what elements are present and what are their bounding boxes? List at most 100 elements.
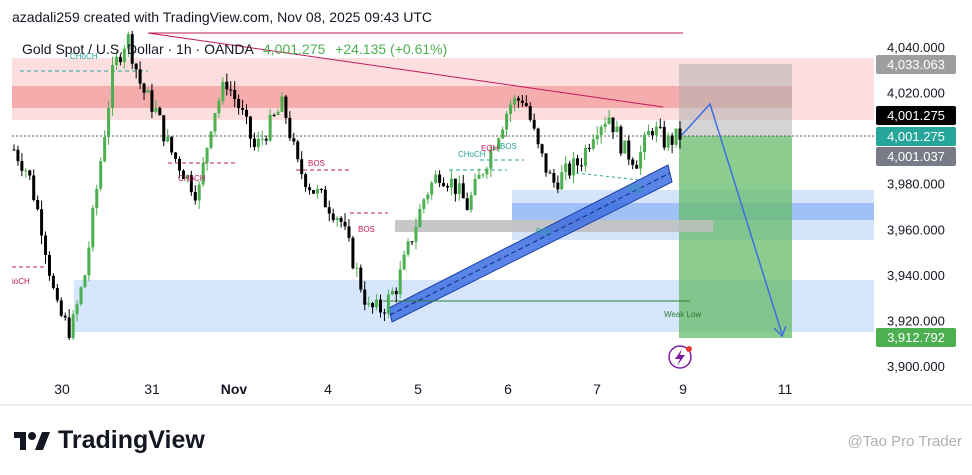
target-box xyxy=(679,136,792,338)
candle-bear xyxy=(347,226,351,238)
annotation-bos-2: BOS xyxy=(358,225,375,234)
candle-bull xyxy=(583,147,587,167)
watermark: @Tao Pro Trader xyxy=(847,433,962,450)
channel-midline xyxy=(389,172,671,316)
candle-bear xyxy=(327,207,331,214)
candle-bear xyxy=(528,106,532,120)
y-tick-label: 3,920.000 xyxy=(887,313,945,328)
supply-zone-core xyxy=(12,86,792,108)
candle-bull xyxy=(146,90,150,93)
candle-bull xyxy=(402,254,406,270)
candle-bear xyxy=(438,174,442,183)
x-tick-label: 30 xyxy=(54,381,70,397)
candle-bear xyxy=(178,158,182,171)
candle-bear xyxy=(63,315,67,318)
brand-name: TradingView xyxy=(58,426,205,454)
candle-bull xyxy=(335,217,339,221)
candle-bull xyxy=(674,128,678,145)
candle-bull xyxy=(280,96,284,112)
candle-bull xyxy=(24,170,28,172)
candle-bear xyxy=(47,254,51,276)
candle-bull xyxy=(367,303,371,305)
candle-bear xyxy=(520,100,524,103)
candle-bull xyxy=(595,135,599,140)
lightning-icon[interactable] xyxy=(668,345,692,369)
x-axis[interactable]: 30 31 Nov 4 5 6 7 9 11 xyxy=(54,381,792,397)
candle-bear xyxy=(576,158,580,166)
candle-bull xyxy=(95,188,99,208)
candle-bear xyxy=(670,135,674,145)
candle-bear xyxy=(16,149,20,162)
annotation-choch-left: ioCH xyxy=(12,277,30,286)
x-tick-label: 7 xyxy=(593,381,601,397)
candle-bear xyxy=(55,288,59,301)
candle-bear xyxy=(40,209,44,236)
symbol-legend[interactable]: Gold Spot / U.S. Dollar · 1h · OANDA 4,0… xyxy=(22,41,447,57)
candle-bear xyxy=(28,170,32,176)
x-tick-label: Nov xyxy=(221,381,248,397)
candle-bear xyxy=(579,165,583,167)
candle-bear xyxy=(544,153,548,173)
x-tick-label: 5 xyxy=(414,381,422,397)
candle-bear xyxy=(237,99,241,109)
candle-bear xyxy=(158,107,162,116)
y-tick-label: 3,940.000 xyxy=(887,268,945,283)
candle-bear xyxy=(627,140,631,160)
candle-bear xyxy=(174,152,178,159)
candle-bear xyxy=(193,192,197,201)
candle-bear xyxy=(189,175,193,193)
candle-bull xyxy=(497,138,501,149)
candle-bear xyxy=(635,164,639,169)
ascending-channel xyxy=(388,164,673,323)
candle-bear xyxy=(150,90,154,112)
candle-bear xyxy=(536,128,540,145)
projection-arrowhead xyxy=(773,325,787,338)
x-tick-label: 31 xyxy=(144,381,160,397)
candle-bull xyxy=(87,247,91,276)
grey-projection-box xyxy=(679,64,792,136)
annotation-bos-1: BOS xyxy=(308,159,325,168)
candle-bear xyxy=(524,102,528,107)
candle-bear xyxy=(36,200,40,210)
candle-bear xyxy=(540,144,544,154)
candle-bull xyxy=(107,107,111,138)
candle-bull xyxy=(572,158,576,176)
candle-bull xyxy=(477,174,481,179)
candle-bull xyxy=(430,182,434,195)
candle-bull xyxy=(185,175,189,179)
candle-bull xyxy=(418,208,422,228)
drawing-layer xyxy=(12,32,874,338)
candle-bear xyxy=(300,159,304,175)
candle-bull xyxy=(643,134,647,153)
projection-path xyxy=(680,102,783,335)
candle-bull xyxy=(654,126,658,136)
candle-bear xyxy=(181,170,185,179)
annotation-weak-low: Weak Low xyxy=(664,310,701,319)
candle-bull xyxy=(646,131,650,135)
candle-bull xyxy=(221,81,225,101)
candle-bull xyxy=(217,100,221,114)
candle-bull xyxy=(639,152,643,169)
candle-bull xyxy=(126,34,130,49)
candle-bull xyxy=(209,131,213,148)
y-axis[interactable]: 4,040.000 4,020.000 3,980.000 3,960.000 3,94… xyxy=(887,40,945,374)
candle-bear xyxy=(548,172,552,174)
candle-bull xyxy=(509,104,513,114)
tradingview-brand[interactable]: TradingView xyxy=(14,426,205,455)
candle-bear xyxy=(67,317,71,339)
created-by-header: azadali259 created with TradingView.com,… xyxy=(12,9,432,25)
eql-line xyxy=(575,172,641,181)
price-tag-close: 4,001.275 xyxy=(876,127,956,146)
candle-bull xyxy=(91,207,95,248)
candle-bear xyxy=(241,108,245,110)
candle-bull xyxy=(260,138,264,140)
candle-bull xyxy=(79,287,83,305)
price-tag-last: 4,001.275 xyxy=(876,106,956,125)
candle-bull xyxy=(103,137,107,162)
candle-bear xyxy=(296,141,300,160)
candles xyxy=(12,30,682,341)
candle-bear xyxy=(284,96,288,118)
candle-bear xyxy=(339,217,343,222)
candle-bull xyxy=(489,149,493,169)
